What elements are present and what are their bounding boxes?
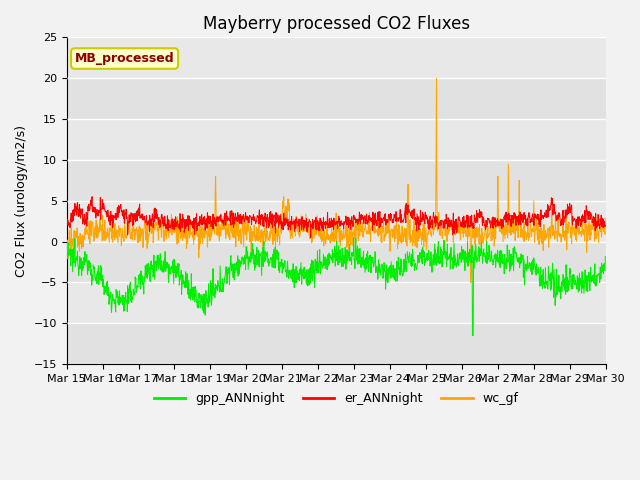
Title: Mayberry processed CO2 Fluxes: Mayberry processed CO2 Fluxes bbox=[203, 15, 470, 33]
Bar bbox=[67, 323, 605, 364]
Text: MB_processed: MB_processed bbox=[75, 52, 174, 65]
Y-axis label: CO2 Flux (urology/m2/s): CO2 Flux (urology/m2/s) bbox=[15, 125, 28, 277]
Legend: gpp_ANNnight, er_ANNnight, wc_gf: gpp_ANNnight, er_ANNnight, wc_gf bbox=[148, 387, 524, 410]
Bar bbox=[67, 241, 605, 282]
Bar bbox=[67, 78, 605, 119]
Bar bbox=[67, 160, 605, 201]
